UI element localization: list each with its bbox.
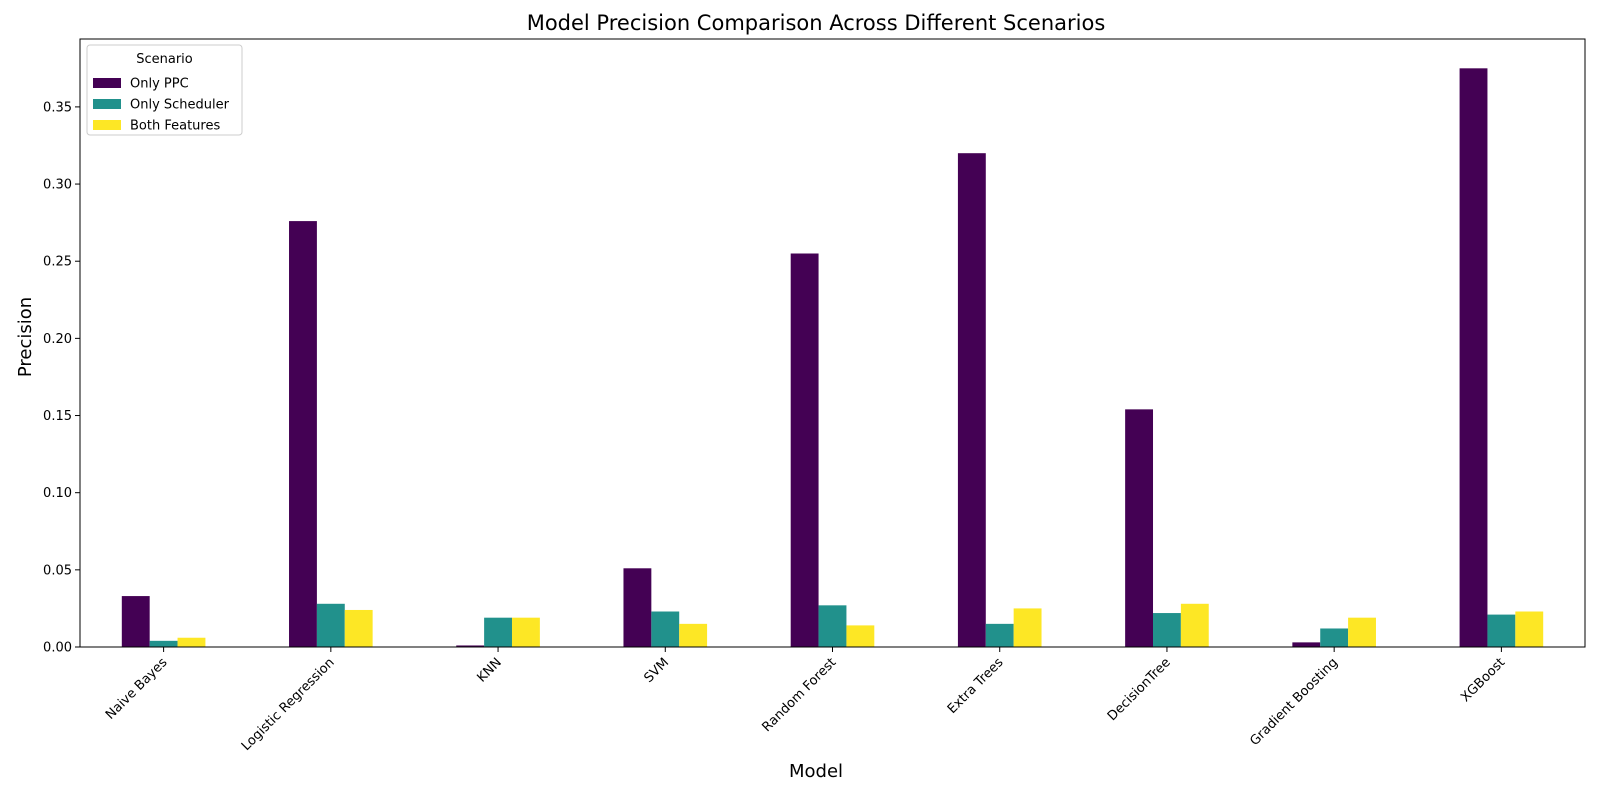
legend-swatch-2 [93, 99, 121, 109]
bar-2-series-2 [316, 603, 345, 647]
bar-3-series-1 [456, 645, 485, 647]
legend-label-2: Only Scheduler [130, 98, 230, 113]
bar-4-series-3 [679, 623, 708, 647]
bar-1-series-3 [177, 637, 206, 647]
chart-title: Model Precision Comparison Across Differ… [527, 11, 1106, 35]
plot-area: 0.00 0.05 0.10 0.15 0.20 0.25 0.30 0.35 Naive Ba… [43, 38, 1586, 754]
y-axis-label: Precision [15, 297, 36, 377]
legend-title: Scenario [136, 52, 193, 67]
bar-5-series-3 [846, 625, 875, 647]
y-tick-label-5: 0.20 [43, 332, 72, 347]
x-tick-label-7: DecisionTree [1105, 655, 1174, 724]
bar-8-series-3 [1348, 617, 1376, 647]
bar-9-series-3 [1515, 611, 1544, 647]
bar-4-series-2 [651, 611, 680, 647]
x-tick-label-2: Logistic Regression [239, 655, 338, 754]
y-tick-label-1: 0.00 [43, 641, 72, 656]
x-tick-label-1: Naive Bayes [103, 655, 171, 723]
bar-7-series-1 [1125, 409, 1154, 647]
bar-2-series-1 [289, 221, 317, 647]
x-axis-label: Model [789, 761, 843, 782]
legend-box [86, 44, 243, 136]
y-tick-label-4: 0.15 [43, 409, 72, 424]
bar-2-series-3 [344, 609, 373, 647]
x-tick-label-8: Gradient Boosting [1247, 655, 1341, 749]
x-tick-label-5: Random Forest [760, 655, 840, 735]
bar-5-series-2 [818, 605, 847, 647]
x-tick-label-6: Extra Trees [945, 655, 1007, 717]
bar-7-series-3 [1180, 603, 1209, 647]
legend-swatch-3 [93, 120, 121, 130]
bar-8-series-1 [1292, 642, 1321, 647]
x-tick-label-3: KNN [474, 655, 504, 685]
bar-1-series-2 [149, 640, 178, 647]
y-tick-label-2: 0.05 [43, 563, 72, 578]
bar-7-series-2 [1153, 613, 1181, 647]
bar-8-series-2 [1320, 628, 1349, 647]
bar-6-series-2 [985, 623, 1014, 647]
legend: Scenario Only PPC Only Scheduler Both Featu… [86, 44, 243, 136]
bar-6-series-3 [1013, 608, 1042, 647]
bar-4-series-1 [623, 568, 652, 647]
bar-1-series-1 [121, 596, 150, 647]
y-tick-label-7: 0.30 [43, 178, 72, 193]
y-tick-label-8: 0.35 [43, 100, 72, 115]
legend-swatch-1 [93, 78, 121, 88]
bar-3-series-2 [484, 617, 512, 647]
x-tick-label-4: SVM [641, 655, 672, 686]
bar-9-series-2 [1487, 614, 1516, 647]
bar-6-series-1 [957, 153, 986, 648]
bar-3-series-3 [511, 617, 540, 647]
bar-9-series-1 [1459, 68, 1488, 647]
x-tick-label-9: XGBoost [1458, 655, 1508, 705]
y-tick-label-6: 0.25 [43, 255, 72, 270]
legend-label-1: Only PPC [130, 77, 189, 92]
legend-label-3: Both Features [130, 119, 220, 134]
y-tick-label-3: 0.10 [43, 486, 72, 501]
bar-5-series-1 [790, 253, 819, 647]
